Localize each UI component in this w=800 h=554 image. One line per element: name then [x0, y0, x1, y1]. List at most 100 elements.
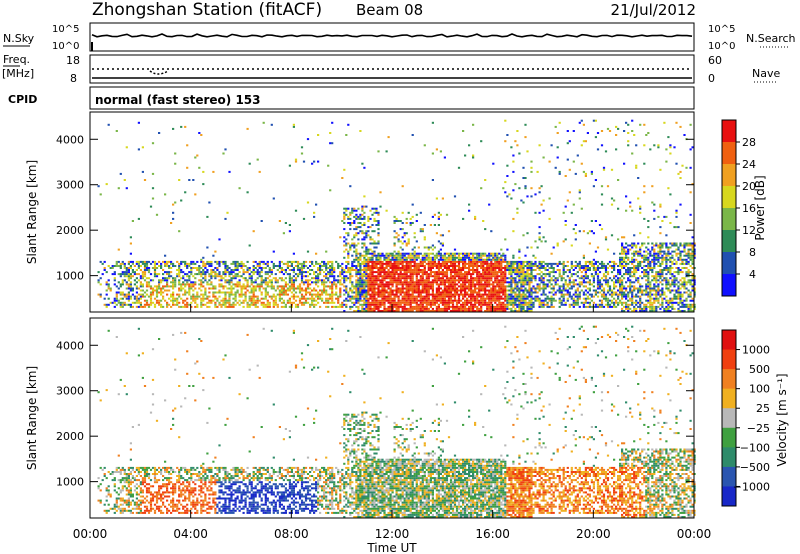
echo-cell — [268, 279, 271, 282]
echo-cell — [474, 262, 477, 265]
nsky-frame — [89, 22, 695, 52]
echo-cell — [613, 281, 616, 284]
echo-cell — [270, 279, 273, 282]
echo-cell — [457, 256, 461, 259]
echo-cell — [383, 256, 386, 259]
echo-cell — [351, 254, 354, 257]
echo-cell — [552, 275, 555, 278]
echo-cell — [319, 267, 322, 269]
echo-cell — [403, 310, 406, 312]
echo-cell — [200, 275, 203, 278]
echo-cell — [331, 275, 334, 278]
echo-cell — [496, 267, 499, 269]
echo-cell — [582, 277, 585, 280]
echo-cell — [411, 279, 414, 282]
echo-cell — [137, 273, 140, 276]
echo-cell — [341, 277, 344, 280]
echo-cell — [313, 293, 316, 296]
echo-cell — [214, 267, 217, 269]
echo-cell — [127, 287, 130, 290]
echo-cell — [319, 295, 322, 298]
echo-cell — [129, 281, 132, 284]
echo-cell — [363, 269, 366, 271]
nsky-trace — [91, 33, 693, 38]
echo-cell — [168, 289, 171, 292]
echo-cell — [455, 303, 459, 306]
echo-cell — [280, 291, 283, 294]
echo-cell — [379, 262, 382, 265]
echo-cell — [284, 281, 287, 284]
echo-cell — [413, 269, 416, 271]
echo-cell — [302, 265, 306, 267]
echo-cell — [359, 130, 362, 132]
echo-cell — [129, 295, 132, 298]
echo-cell — [621, 281, 624, 284]
echo-cell — [472, 273, 475, 276]
echo-cell — [520, 295, 523, 298]
echo-cell — [582, 269, 585, 271]
echo-cell — [260, 281, 263, 284]
echo-cell — [457, 281, 461, 284]
echo-cell — [498, 301, 501, 304]
echo-cell — [484, 279, 487, 282]
echo-cell — [292, 269, 295, 271]
echo-cell — [530, 305, 533, 308]
echo-cell — [129, 265, 132, 267]
echo-cell — [367, 252, 370, 255]
echo-cell — [329, 285, 332, 288]
echo-cell — [566, 297, 569, 300]
echo-cell — [574, 295, 577, 298]
echo-cell — [248, 303, 251, 306]
echo-cell — [566, 293, 569, 296]
echo-cell — [282, 279, 285, 282]
echo-cell — [510, 269, 513, 271]
echo-cell — [393, 230, 396, 233]
echo-cell — [284, 285, 287, 288]
echo-cell — [625, 262, 628, 265]
echo-cell — [214, 260, 217, 263]
echo-cell — [550, 301, 553, 304]
echo-cell — [558, 287, 561, 290]
echo-cell — [389, 265, 392, 267]
echo-cell — [129, 303, 132, 306]
echo-cell — [415, 213, 418, 216]
echo-cell — [604, 303, 608, 306]
echo-cell — [522, 285, 525, 288]
echo-cell — [304, 271, 308, 274]
echo-cell — [145, 262, 149, 265]
echo-cell — [425, 303, 428, 306]
echo-cell — [405, 285, 408, 288]
echo-cell — [256, 269, 259, 271]
echo-cell — [530, 260, 533, 263]
echo-cell — [196, 154, 199, 157]
echo-cell — [504, 269, 507, 271]
echo-cell — [462, 297, 465, 300]
echo-cell — [278, 291, 281, 294]
echo-cell — [337, 281, 340, 284]
echo-cell — [359, 213, 362, 216]
echo-cell — [439, 262, 442, 265]
echo-cell — [480, 279, 483, 282]
echo-cell — [302, 260, 306, 263]
echo-cell — [367, 273, 370, 276]
echo-cell — [212, 293, 215, 296]
echo-cell — [359, 267, 362, 269]
echo-cell — [401, 291, 404, 294]
echo-cell — [313, 289, 316, 292]
echo-cell — [538, 285, 541, 288]
echo-cell — [625, 307, 628, 310]
echo-cell — [363, 265, 366, 267]
echo-cell — [347, 217, 350, 220]
echo-cell — [522, 234, 525, 237]
echo-cell — [413, 262, 416, 265]
echo-cell — [596, 295, 600, 298]
echo-cell — [433, 295, 436, 298]
echo-cell — [413, 283, 416, 286]
echo-cell — [413, 295, 416, 298]
echo-cell — [429, 262, 432, 265]
echo-cell — [588, 289, 591, 292]
echo-cell — [486, 267, 489, 269]
echo-cell — [137, 265, 140, 267]
echo-cell — [498, 252, 501, 255]
echo-cell — [286, 289, 289, 292]
